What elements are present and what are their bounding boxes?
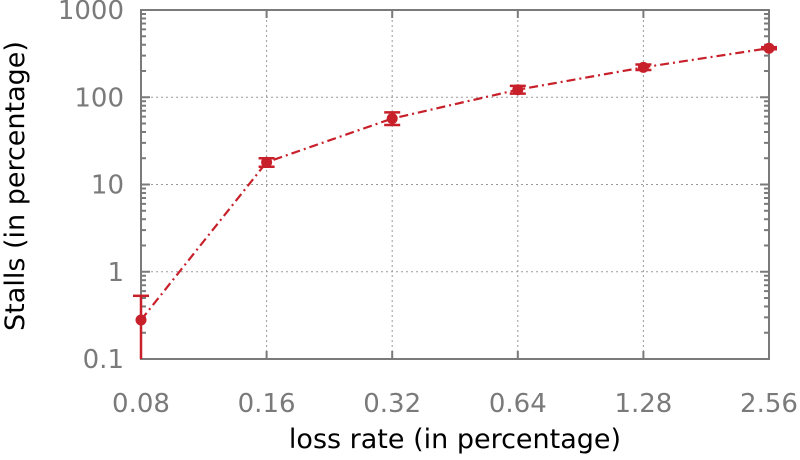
- data-point: [261, 156, 273, 168]
- y-tick-label: 100: [74, 83, 124, 113]
- x-tick-label: 1.28: [614, 389, 672, 419]
- y-tick-label: 0.1: [83, 345, 124, 375]
- y-tick-label: 1: [107, 258, 124, 288]
- data-point: [763, 42, 775, 54]
- series-layer: [133, 42, 777, 359]
- x-tick-label: 0.08: [112, 389, 170, 419]
- x-tick-labels: 0.08 0.16 0.32 0.64 1.28 2.56: [112, 389, 798, 419]
- x-tick-label: 2.56: [740, 389, 798, 419]
- y-tick-label: 1000: [58, 0, 124, 26]
- data-point: [135, 314, 147, 326]
- y-axis-label: Stalls (in percentage): [0, 41, 31, 331]
- x-axis-label: loss rate (in percentage): [289, 424, 621, 455]
- data-point: [512, 84, 524, 96]
- x-tick-label: 0.32: [363, 389, 421, 419]
- tick-marks: [140, 9, 770, 360]
- y-tick-labels: 0.1 1 10 100 1000: [58, 0, 124, 375]
- series-line: [140, 47, 770, 321]
- x-tick-label: 0.16: [238, 389, 296, 419]
- y-tick-label: 10: [91, 171, 124, 201]
- x-tick-label: 0.64: [489, 389, 547, 419]
- data-point: [637, 61, 649, 73]
- data-point: [386, 113, 398, 125]
